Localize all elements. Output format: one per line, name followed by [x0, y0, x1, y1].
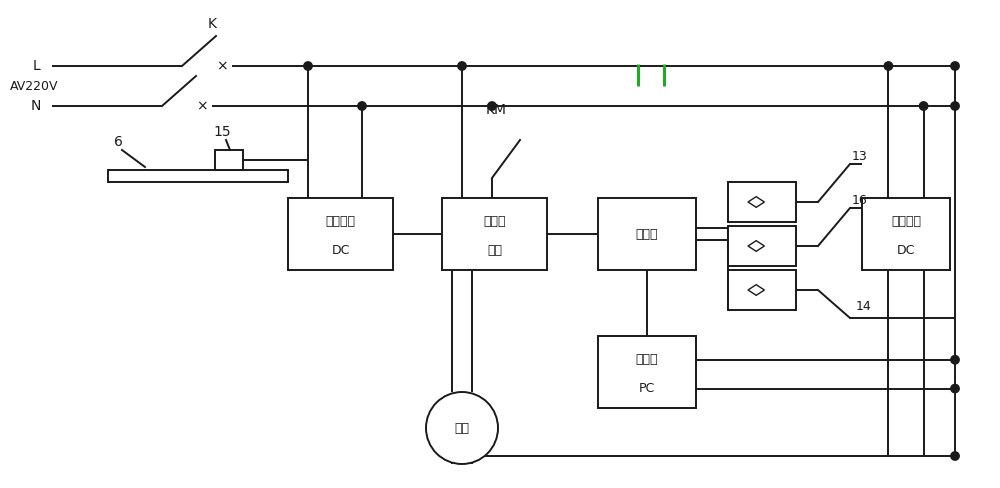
Circle shape [951, 356, 959, 364]
Text: 13: 13 [852, 149, 868, 163]
Text: 14: 14 [856, 300, 872, 312]
Bar [288, 198, 393, 270]
Bar [598, 198, 696, 270]
Polygon shape [748, 197, 764, 207]
Text: ×: × [216, 59, 228, 73]
Bar [442, 198, 547, 270]
Bar [108, 170, 288, 182]
Text: 控制器: 控制器 [636, 227, 658, 241]
Text: L: L [32, 59, 40, 73]
Text: K: K [208, 17, 216, 31]
Text: 工控机: 工控机 [636, 353, 658, 366]
Bar [728, 182, 796, 222]
Text: 6: 6 [114, 135, 122, 149]
Bar [862, 198, 950, 270]
Circle shape [919, 102, 928, 110]
Text: AV220V: AV220V [10, 80, 58, 93]
Circle shape [951, 102, 959, 110]
Polygon shape [748, 285, 764, 295]
Circle shape [426, 392, 498, 464]
Circle shape [951, 385, 959, 393]
Bar [598, 336, 696, 408]
Circle shape [358, 102, 366, 110]
Text: PC: PC [639, 382, 655, 395]
Text: 16: 16 [852, 194, 868, 206]
Text: 动器: 动器 [487, 244, 502, 257]
Circle shape [884, 62, 893, 70]
Text: KM: KM [486, 103, 507, 117]
Text: 电机驱: 电机驱 [483, 215, 506, 228]
Text: DC: DC [897, 244, 915, 257]
Circle shape [304, 62, 312, 70]
Text: 电机: 电机 [454, 422, 470, 434]
Text: 15: 15 [213, 125, 231, 139]
Text: 电源开关: 电源开关 [326, 215, 356, 228]
Text: 电源开关: 电源开关 [891, 215, 921, 228]
Text: ×: × [196, 99, 208, 113]
Text: DC: DC [331, 244, 350, 257]
Text: N: N [31, 99, 41, 113]
Circle shape [458, 62, 466, 70]
Circle shape [951, 62, 959, 70]
Bar [728, 270, 796, 310]
Circle shape [951, 452, 959, 460]
Polygon shape [748, 241, 764, 251]
Circle shape [488, 102, 496, 110]
Bar [728, 226, 796, 266]
Bar [215, 150, 243, 170]
